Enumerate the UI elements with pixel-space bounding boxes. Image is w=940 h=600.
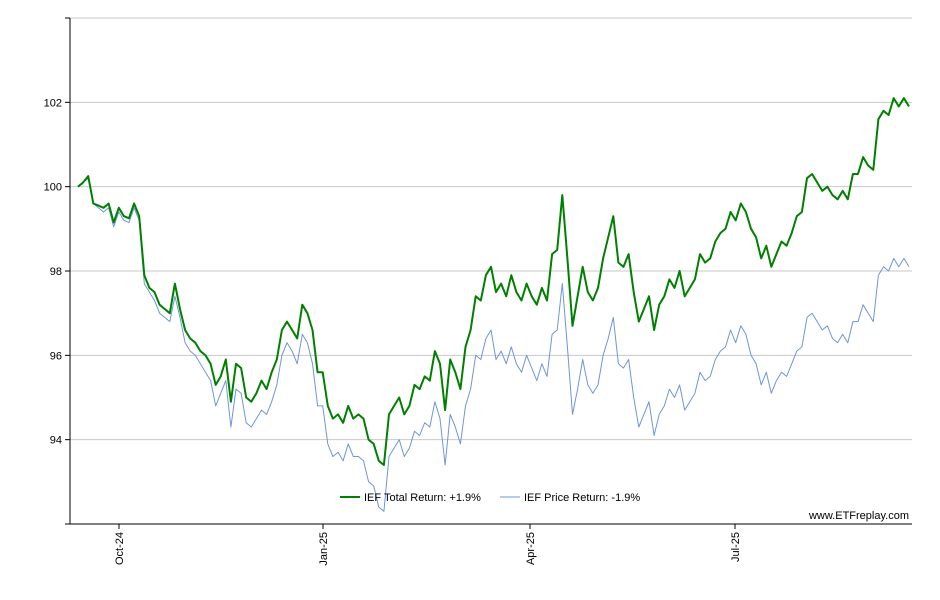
legend-label: IEF Price Return: -1.9% [524, 492, 640, 504]
y-tick-label: 94 [50, 435, 62, 447]
gridlines [70, 17, 912, 441]
watermark-text: www.ETFreplay.com [808, 510, 909, 522]
x-tick-label: Jul-25 [730, 532, 742, 562]
series-lines [77, 97, 910, 512]
y-tick-label: 96 [50, 350, 62, 362]
legend: IEF Total Return: +1.9% IEF Price Return:… [340, 492, 640, 504]
y-tick-label: 100 [44, 182, 62, 194]
x-tick-label: Jan-25 [318, 532, 330, 566]
legend-label: IEF Total Return: +1.9% [364, 492, 481, 504]
x-tick-label: Oct-24 [114, 532, 126, 565]
series-total-return-line [77, 97, 910, 466]
series-price-return-line [77, 177, 910, 512]
y-tick-label: 102 [44, 97, 62, 109]
y-tick-label: 98 [50, 266, 62, 278]
axes: 94 96 98 100 102 Oct-24 Jan-25 Apr-25 Jul-25 [44, 17, 912, 566]
x-tick-label: Apr-25 [525, 532, 537, 565]
